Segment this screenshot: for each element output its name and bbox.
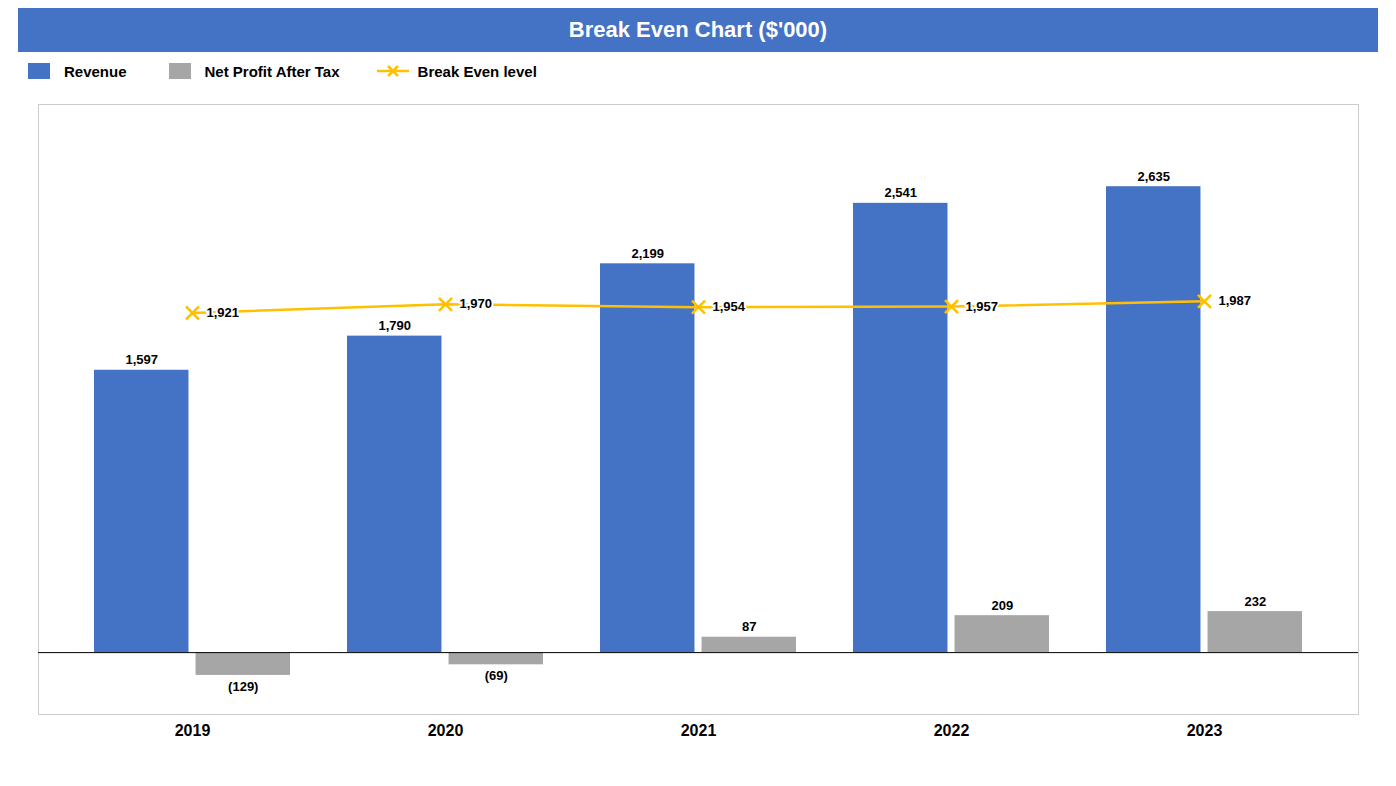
svg-text:1,957: 1,957 [966,299,999,314]
html-text:Break Even Chart ($'000): Break Even Chart ($'000) [568,17,828,42]
svg-text:2,541: 2,541 [884,185,917,200]
html-text:Break Even level: Break Even level [417,62,537,80]
svg-text:1,954: 1,954 [713,299,746,314]
svg-text:209: 209 [991,598,1013,613]
svg-text:1,921: 1,921 [207,305,240,320]
svg-text:1,970: 1,970 [460,296,493,311]
svg-text:2,199: 2,199 [631,246,664,261]
svg-text:1,987: 1,987 [1219,293,1252,308]
svg-text:1,597: 1,597 [125,352,158,367]
svg-text:232: 232 [1244,594,1266,609]
html-text:Net Profit After Tax: Net Profit After Tax [204,62,340,80]
svg-text:(129): (129) [228,679,258,694]
svg-text:2020: 2020 [428,722,464,739]
html-text:Revenue: Revenue [64,62,127,80]
svg-text:1,790: 1,790 [378,318,411,333]
svg-text:2019: 2019 [175,722,211,739]
svg-text:2,635: 2,635 [1137,169,1170,184]
svg-text:2023: 2023 [1187,722,1223,739]
svg-text:(69): (69) [485,668,508,683]
svg-text:2021: 2021 [681,722,717,739]
svg-text:87: 87 [742,619,756,634]
svg-text:2022: 2022 [934,722,970,739]
